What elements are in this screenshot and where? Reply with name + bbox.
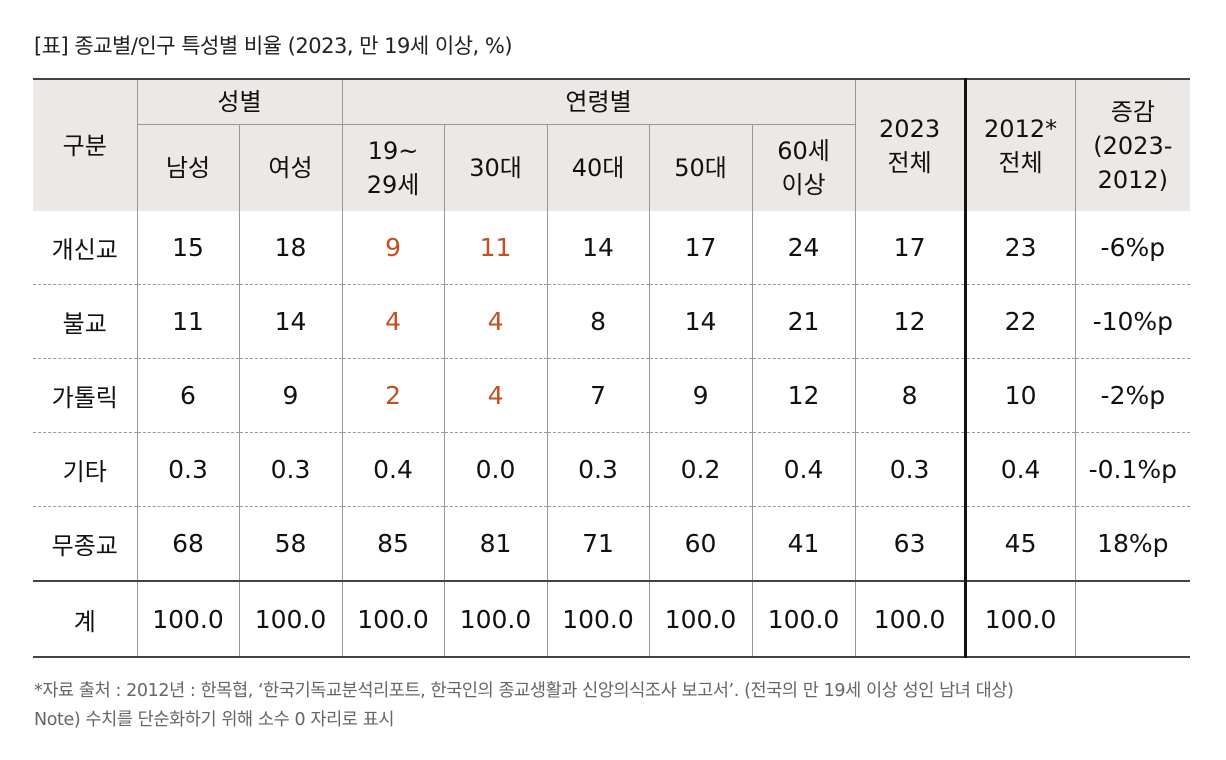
- table-cell: 22: [963, 284, 1076, 359]
- table-row: 기타 0.3 0.3 0.4 0.0 0.3 0.2 0.4 0.3 0.4 -0.1%p: [33, 432, 1191, 507]
- table-cell: 8: [546, 284, 650, 359]
- table-cell: 100.0: [963, 581, 1076, 658]
- row-label: 가톨릭: [33, 358, 137, 433]
- table-cell: 0.3: [546, 432, 650, 507]
- table-cell: 68: [136, 506, 239, 582]
- table-cell: 4: [443, 358, 548, 433]
- table-cell: 100.0: [443, 581, 548, 658]
- table-cell: 100.0: [341, 581, 445, 658]
- table-cell: 4: [341, 284, 445, 359]
- footnotes: *자료 출처 : 2012년 : 한목협, ‘한국기독교분석리포트, 한국인의 …: [34, 677, 1014, 735]
- table-cell: 9: [341, 211, 445, 285]
- header-total-2023: 2023 전체: [854, 78, 966, 211]
- table-cell: 17: [648, 211, 753, 285]
- table-cell: -10%p: [1074, 284, 1191, 359]
- table-cell: 18%p: [1074, 506, 1191, 582]
- table-cell: [1074, 581, 1191, 658]
- table-cell: 100.0: [648, 581, 753, 658]
- table-cell: 24: [751, 211, 856, 285]
- header-age-60-plus: 60세 이상: [751, 124, 856, 211]
- table-cell: 100.0: [238, 581, 343, 658]
- table-cell: 100.0: [546, 581, 650, 658]
- table-cell: 9: [648, 358, 753, 433]
- table-cell: -6%p: [1074, 211, 1191, 285]
- header-female: 여성: [238, 124, 343, 211]
- header-male: 남성: [136, 124, 239, 211]
- table-cell: 0.0: [443, 432, 548, 507]
- header-age-40: 40대: [546, 124, 650, 211]
- header-group-age: 연령별: [341, 78, 856, 125]
- table-cell: 14: [546, 211, 650, 285]
- table-cell: 6: [136, 358, 239, 433]
- religion-statistics-table: 구분 성별 연령별 2023 전체 2012* 전체 증감 (2023- 2012) 남…: [33, 78, 1191, 658]
- table-cell: 100.0: [136, 581, 239, 658]
- table-cell: 100.0: [751, 581, 856, 658]
- table-cell: 10: [963, 358, 1076, 433]
- header-group-gender: 성별: [136, 78, 343, 125]
- table-cell: 71: [546, 506, 650, 582]
- table-cell: 7: [546, 358, 650, 433]
- row-label: 무종교: [33, 506, 137, 582]
- row-label: 불교: [33, 284, 137, 359]
- table-cell: 0.3: [854, 432, 966, 507]
- table-cell: 11: [136, 284, 239, 359]
- table-body: 개신교 15 18 9 11 14 17 24 17 23 -6%p 불교 11 14 4 4 8 14 21 12 2…: [33, 211, 1191, 658]
- table-cell: 12: [751, 358, 856, 433]
- table-cell: 85: [341, 506, 445, 582]
- table-cell: 81: [443, 506, 548, 582]
- rounding-note: Note) 수치를 단순화하기 위해 소수 0 자리로 표시: [34, 710, 395, 730]
- header-category: 구분: [33, 78, 137, 211]
- table-row: 개신교 15 18 9 11 14 17 24 17 23 -6%p: [33, 211, 1191, 285]
- table-cell: 63: [854, 506, 966, 582]
- row-label: 계: [33, 581, 137, 658]
- table-cell: 11: [443, 211, 548, 285]
- table-cell: 23: [963, 211, 1076, 285]
- row-label: 기타: [33, 432, 137, 507]
- table-row: 무종교 68 58 85 81 71 60 41 63 45 18%p: [33, 506, 1191, 582]
- table-row: 계 100.0 100.0 100.0 100.0 100.0 100.0 100.0 100.…: [33, 581, 1191, 658]
- table-cell: 58: [238, 506, 343, 582]
- table-cell: 21: [751, 284, 856, 359]
- source-note: *자료 출처 : 2012년 : 한목협, ‘한국기독교분석리포트, 한국인의 …: [34, 681, 1014, 701]
- table-cell: 15: [136, 211, 239, 285]
- table-cell: 0.4: [963, 432, 1076, 507]
- table-cell: 8: [854, 358, 966, 433]
- table-cell: 18: [238, 211, 343, 285]
- table-cell: 17: [854, 211, 966, 285]
- table-cell: 0.4: [751, 432, 856, 507]
- table-cell: 0.2: [648, 432, 753, 507]
- table-cell: 14: [648, 284, 753, 359]
- table-cell: 100.0: [854, 581, 966, 658]
- table-cell: 41: [751, 506, 856, 582]
- header-age-50: 50대: [648, 124, 753, 211]
- header-total-2012: 2012* 전체: [963, 78, 1076, 211]
- table-cell: 60: [648, 506, 753, 582]
- table-caption: [표] 종교별/인구 특성별 비율 (2023, 만 19세 이상, %): [34, 34, 513, 58]
- table-row: 불교 11 14 4 4 8 14 21 12 22 -10%p: [33, 284, 1191, 359]
- table-cell: -0.1%p: [1074, 432, 1191, 507]
- table-cell: 0.4: [341, 432, 445, 507]
- table-cell: 0.3: [136, 432, 239, 507]
- table-cell: 9: [238, 358, 343, 433]
- header-age-30: 30대: [443, 124, 548, 211]
- header-age-19-29: 19~ 29세: [341, 124, 445, 211]
- table-cell: 4: [443, 284, 548, 359]
- table-cell: 14: [238, 284, 343, 359]
- header-change: 증감 (2023- 2012): [1074, 78, 1191, 211]
- table-cell: 12: [854, 284, 966, 359]
- table-cell: 45: [963, 506, 1076, 582]
- table-cell: 2: [341, 358, 445, 433]
- table-row: 가톨릭 6 9 2 4 7 9 12 8 10 -2%p: [33, 358, 1191, 433]
- row-label: 개신교: [33, 211, 137, 285]
- table-cell: 0.3: [238, 432, 343, 507]
- table-cell: -2%p: [1074, 358, 1191, 433]
